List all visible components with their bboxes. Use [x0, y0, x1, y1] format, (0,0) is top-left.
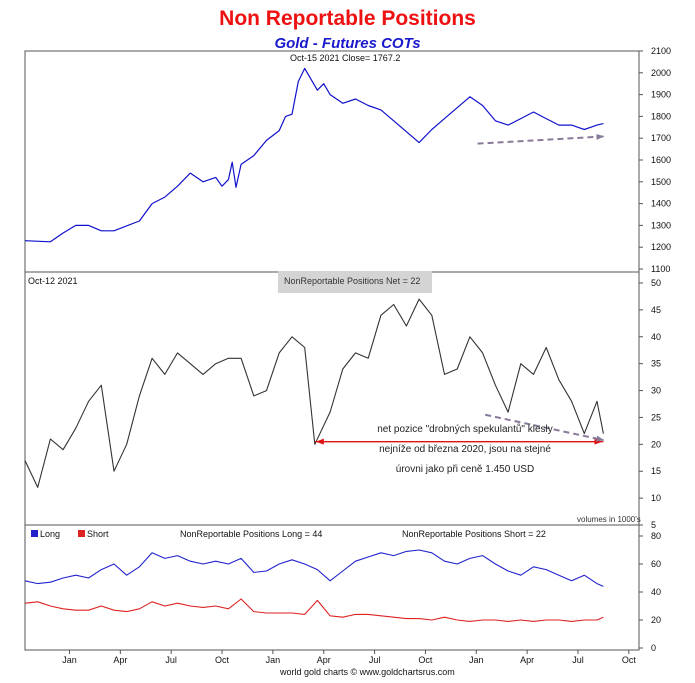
long-short-panel-y-tick-label: 0 [651, 643, 656, 653]
price-panel-y-tick-label: 1500 [651, 177, 671, 187]
long-short-panel-y-tick-label: 20 [651, 615, 661, 625]
legend-long-label: Long [40, 529, 60, 539]
legend-short-label: Short [87, 529, 109, 539]
price-panel-header: Oct-15 2021 Close= 1767.2 [290, 53, 400, 63]
price-panel-frame [24, 50, 640, 273]
net-panel-y-tick-label: 50 [651, 278, 661, 288]
price-series-line [24, 67, 604, 243]
price-panel-y-tick-label: 2000 [651, 68, 671, 78]
price-panel-y-tick-label: 1400 [651, 199, 671, 209]
x-tick-label: Oct [622, 655, 637, 665]
price-panel-y-tick-label: 1600 [651, 155, 671, 165]
long-short-panel-frame [24, 524, 640, 651]
x-tick-label: Oct [215, 655, 230, 665]
net-panel-y-tick-label: 15 [651, 466, 661, 476]
short-positions-label: NonReportable Positions Short = 22 [402, 529, 546, 539]
net-series-line [24, 298, 604, 488]
net-annotation-line-3: úrovni jako při ceně 1.450 USD [396, 464, 534, 475]
x-tick-label: Jul [572, 655, 584, 665]
x-tick-label: Jan [469, 655, 484, 665]
net-panel-y-tick-label: 20 [651, 439, 661, 449]
x-tick-label: Oct [418, 655, 433, 665]
price-panel-y-tick-label: 1300 [651, 220, 671, 230]
long-series-line [24, 549, 604, 587]
net-panel-label-box [278, 271, 432, 293]
net-panel-units-note: volumes in 1000's [577, 515, 641, 524]
price-trendline [477, 133, 605, 145]
net-panel-y-tick-label: 30 [651, 386, 661, 396]
net-annotation-line-1: net pozice "drobných spekulantů" klesly [377, 423, 553, 435]
price-panel-y-tick-label: 2100 [651, 46, 671, 56]
long-short-panel-y-tick-label: 80 [651, 531, 661, 541]
net-panel-y-tick-label: 10 [651, 493, 661, 503]
chart-subtitle: Gold - Futures COTs [274, 35, 421, 52]
net-panel-frame [24, 271, 640, 526]
long-short-panel-y-tick-label: 40 [651, 587, 661, 597]
net-panel-label: NonReportable Positions Net = 22 [284, 276, 420, 286]
footer-credit: world gold charts © www.goldchartsrus.co… [279, 667, 455, 677]
net-panel-y-tick-label: 40 [651, 332, 661, 342]
price-panel-y-tick-label: 1200 [651, 242, 671, 252]
x-tick-label: Jul [369, 655, 381, 665]
net-panel-y-tick-label: 25 [651, 412, 661, 422]
net-annotation-line-2: nejníže od března 2020, jsou na stejné [379, 444, 551, 455]
short-series-line [24, 598, 604, 622]
x-tick-label: Apr [520, 655, 534, 665]
net-panel-y-tick-label: 5 [651, 520, 656, 530]
net-trendline [484, 413, 605, 442]
x-tick-label: Jan [62, 655, 77, 665]
x-tick-label: Jan [266, 655, 281, 665]
legend-short-swatch [78, 530, 85, 537]
price-panel-y-tick-label: 1100 [651, 264, 670, 274]
chart-title: Non Reportable Positions [219, 7, 476, 30]
x-tick-label: Apr [317, 655, 331, 665]
x-tick-label: Jul [165, 655, 177, 665]
net-panel-date: Oct-12 2021 [28, 276, 78, 286]
x-tick-label: Apr [113, 655, 127, 665]
legend-long-swatch [31, 530, 38, 537]
price-panel-y-tick-label: 1700 [651, 133, 671, 143]
price-panel-y-tick-label: 1900 [651, 90, 671, 100]
net-panel-y-tick-label: 45 [651, 305, 661, 315]
long-positions-label: NonReportable Positions Long = 44 [180, 529, 322, 539]
long-short-panel-y-tick-label: 60 [651, 559, 661, 569]
price-panel-y-tick-label: 1800 [651, 111, 671, 121]
net-panel-y-tick-label: 35 [651, 359, 661, 369]
